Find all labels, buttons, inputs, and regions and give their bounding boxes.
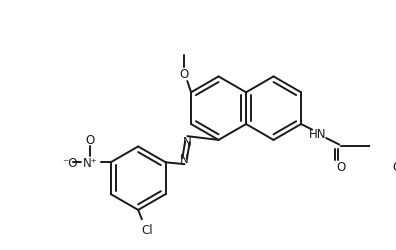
Text: O: O: [392, 161, 396, 174]
Text: N: N: [183, 136, 192, 149]
Text: ⁻O: ⁻O: [62, 156, 77, 169]
Text: O: O: [337, 161, 346, 174]
Text: O: O: [86, 134, 95, 147]
Text: N⁺: N⁺: [83, 156, 97, 169]
Text: HN: HN: [309, 127, 327, 140]
Text: N: N: [180, 152, 189, 166]
Text: Cl: Cl: [142, 223, 153, 236]
Text: O: O: [179, 68, 188, 81]
